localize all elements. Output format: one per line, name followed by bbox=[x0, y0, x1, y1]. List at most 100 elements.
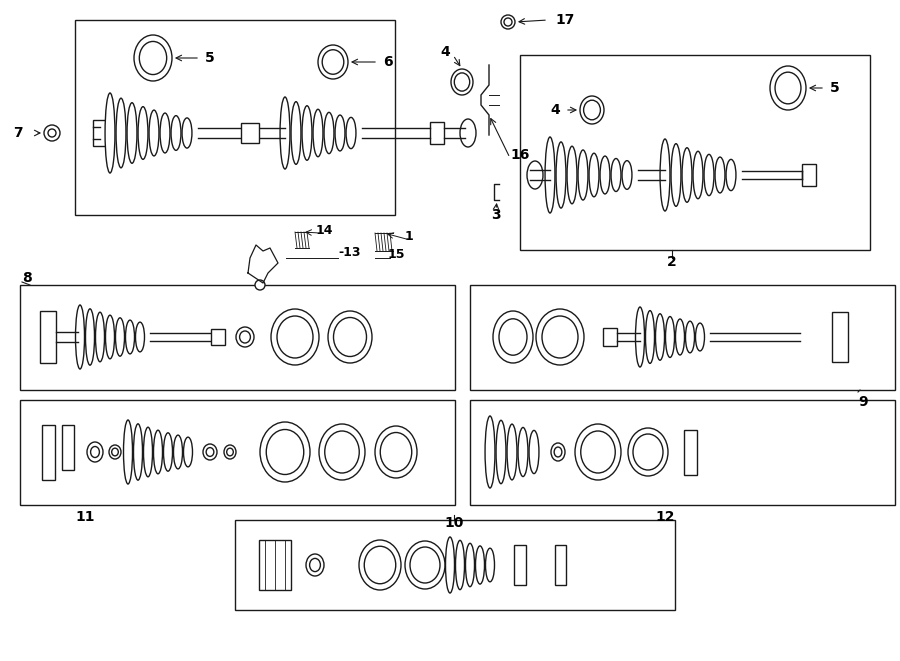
Ellipse shape bbox=[580, 96, 604, 124]
Ellipse shape bbox=[583, 100, 600, 120]
Bar bbox=[555, 545, 566, 585]
Ellipse shape bbox=[206, 447, 214, 456]
Ellipse shape bbox=[410, 547, 440, 583]
Ellipse shape bbox=[334, 317, 366, 356]
Text: 10: 10 bbox=[445, 516, 464, 530]
Bar bbox=[603, 328, 617, 346]
Ellipse shape bbox=[665, 317, 674, 358]
Bar bbox=[42, 425, 55, 480]
Ellipse shape bbox=[325, 431, 359, 473]
Ellipse shape bbox=[87, 442, 103, 462]
Bar bbox=[470, 285, 895, 390]
Ellipse shape bbox=[645, 311, 654, 364]
Bar bbox=[241, 123, 259, 143]
Text: 5: 5 bbox=[830, 81, 840, 95]
Text: 4: 4 bbox=[550, 103, 560, 117]
Text: 2: 2 bbox=[667, 255, 677, 269]
Ellipse shape bbox=[676, 319, 685, 355]
Text: 8: 8 bbox=[22, 271, 32, 285]
Ellipse shape bbox=[696, 323, 705, 351]
Ellipse shape bbox=[475, 546, 484, 584]
Ellipse shape bbox=[203, 444, 217, 460]
Bar bbox=[75, 20, 395, 215]
Ellipse shape bbox=[310, 559, 320, 572]
Ellipse shape bbox=[140, 42, 166, 75]
Bar bbox=[93, 120, 107, 146]
Ellipse shape bbox=[460, 119, 476, 147]
Ellipse shape bbox=[125, 320, 134, 354]
Ellipse shape bbox=[580, 431, 616, 473]
Bar bbox=[20, 400, 455, 505]
Ellipse shape bbox=[726, 159, 736, 190]
Text: 3: 3 bbox=[491, 208, 500, 222]
Ellipse shape bbox=[324, 112, 334, 153]
Text: 4: 4 bbox=[440, 45, 450, 59]
Ellipse shape bbox=[115, 318, 124, 356]
Ellipse shape bbox=[160, 113, 170, 153]
Ellipse shape bbox=[291, 102, 301, 165]
Ellipse shape bbox=[485, 416, 495, 488]
Ellipse shape bbox=[133, 424, 142, 480]
Bar bbox=[430, 122, 444, 144]
Ellipse shape bbox=[116, 98, 126, 168]
Ellipse shape bbox=[493, 311, 533, 363]
Ellipse shape bbox=[95, 312, 104, 362]
Ellipse shape bbox=[138, 106, 148, 159]
Text: 6: 6 bbox=[383, 55, 392, 69]
Ellipse shape bbox=[184, 437, 193, 467]
Ellipse shape bbox=[224, 445, 236, 459]
Ellipse shape bbox=[44, 125, 60, 141]
Ellipse shape bbox=[164, 433, 173, 471]
Ellipse shape bbox=[628, 428, 668, 476]
Text: 11: 11 bbox=[75, 510, 94, 524]
Ellipse shape bbox=[556, 142, 566, 208]
Ellipse shape bbox=[266, 430, 304, 475]
Ellipse shape bbox=[239, 331, 250, 343]
Text: 9: 9 bbox=[858, 395, 868, 409]
Ellipse shape bbox=[527, 161, 543, 189]
Ellipse shape bbox=[465, 543, 474, 587]
Ellipse shape bbox=[686, 321, 695, 353]
Ellipse shape bbox=[322, 50, 344, 74]
Ellipse shape bbox=[551, 443, 565, 461]
Ellipse shape bbox=[501, 15, 515, 29]
Ellipse shape bbox=[76, 305, 85, 369]
Ellipse shape bbox=[655, 314, 664, 360]
Ellipse shape bbox=[545, 137, 555, 213]
Ellipse shape bbox=[518, 428, 528, 477]
Ellipse shape bbox=[271, 309, 319, 365]
Ellipse shape bbox=[507, 424, 517, 480]
Ellipse shape bbox=[319, 424, 365, 480]
Text: 12: 12 bbox=[655, 510, 674, 524]
Ellipse shape bbox=[660, 139, 670, 211]
Bar bbox=[62, 425, 74, 470]
Text: 14: 14 bbox=[316, 223, 334, 237]
Bar bbox=[235, 520, 675, 610]
Ellipse shape bbox=[589, 153, 599, 197]
Bar bbox=[802, 164, 816, 186]
Ellipse shape bbox=[109, 445, 121, 459]
Bar bbox=[684, 430, 697, 475]
Ellipse shape bbox=[112, 448, 118, 456]
Ellipse shape bbox=[775, 72, 801, 104]
Bar bbox=[520, 55, 870, 250]
Text: -13: -13 bbox=[338, 247, 361, 260]
Text: 17: 17 bbox=[555, 13, 574, 27]
Ellipse shape bbox=[622, 161, 632, 189]
Ellipse shape bbox=[375, 426, 417, 478]
Ellipse shape bbox=[529, 430, 539, 473]
Ellipse shape bbox=[633, 434, 663, 470]
Ellipse shape bbox=[136, 322, 145, 352]
Ellipse shape bbox=[313, 109, 323, 157]
Ellipse shape bbox=[496, 420, 506, 484]
Ellipse shape bbox=[536, 309, 584, 365]
Ellipse shape bbox=[280, 97, 290, 169]
Ellipse shape bbox=[635, 307, 644, 367]
Ellipse shape bbox=[446, 537, 454, 593]
Ellipse shape bbox=[715, 157, 725, 193]
Bar bbox=[832, 312, 848, 362]
Ellipse shape bbox=[454, 73, 470, 91]
Ellipse shape bbox=[105, 315, 114, 359]
Ellipse shape bbox=[149, 110, 159, 156]
Ellipse shape bbox=[91, 446, 99, 457]
